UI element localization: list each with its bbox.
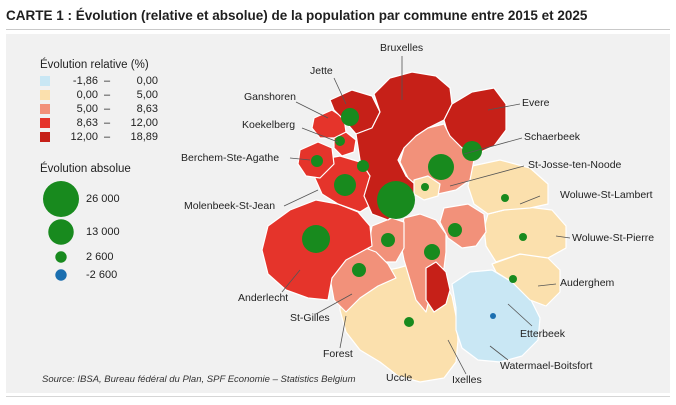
label-forest: Forest <box>323 348 353 360</box>
circle-st-josse <box>421 183 429 191</box>
legend-class-dash: – <box>104 103 111 115</box>
legend-class-low: 0,00 <box>76 89 98 101</box>
circle-etterbeek <box>448 223 462 237</box>
legend-absolute-title: Évolution absolue <box>40 163 131 175</box>
circle-st-gilles <box>381 233 395 247</box>
circle-uccle <box>404 317 414 327</box>
label-ixelles: Ixelles <box>452 374 482 386</box>
label-koekelberg: Koekelberg <box>242 119 295 131</box>
legend-relative-title: Évolution relative (%) <box>40 59 149 71</box>
legend-swatch <box>40 118 50 128</box>
legend-swatch <box>40 76 50 86</box>
legend-class-dash: – <box>104 117 111 129</box>
circle-auderghem <box>509 275 517 283</box>
legend-class-low: 5,00 <box>76 103 98 115</box>
commune-bruxelles-south <box>425 261 451 313</box>
circle-schaerbeek <box>428 154 454 180</box>
circle-woluwe-st-pierre <box>519 233 527 241</box>
circle-berchem <box>311 155 323 167</box>
legend-class-low: 8,63 <box>76 117 98 129</box>
label-ganshoren: Ganshoren <box>244 91 296 103</box>
legend-circle <box>48 219 74 245</box>
label-woluwe-st-lambert: Woluwe-St-Lambert <box>560 189 653 201</box>
legend-circle-label: -2 600 <box>86 269 118 281</box>
legend-swatch <box>40 132 50 142</box>
label-uccle: Uccle <box>386 372 412 384</box>
title-divider <box>6 29 670 30</box>
absolute-evolution-circles <box>302 108 527 327</box>
circle-woluwe-st-lambert <box>501 194 509 202</box>
circle-jette <box>341 108 359 126</box>
legend-circle <box>55 269 67 281</box>
legend-circle-label: 2 600 <box>86 251 114 263</box>
label-bruxelles: Bruxelles <box>380 42 423 54</box>
map-title: CARTE 1 : Évolution (relative et absolue… <box>6 8 588 23</box>
legend-class-dash: – <box>104 75 111 87</box>
label-berchem: Berchem-Ste-Agathe <box>181 152 279 164</box>
commune-forest <box>329 245 397 313</box>
legend-class-high: 12,00 <box>130 117 158 129</box>
legend-circle <box>55 251 67 263</box>
circle-molenbeek <box>334 174 356 196</box>
legend-class-high: 5,00 <box>136 89 158 101</box>
source-note: Source: IBSA, Bureau fédéral du Plan, SP… <box>42 374 356 385</box>
circle-ganshoren <box>335 136 345 146</box>
label-st-josse: St-Josse-ten-Noode <box>528 159 622 171</box>
legend-class-low: 12,00 <box>70 131 98 143</box>
label-anderlecht: Anderlecht <box>238 292 288 304</box>
legend-class-dash: – <box>104 89 111 101</box>
legend-circle-label: 26 000 <box>86 193 120 205</box>
legend-class-high: 0,00 <box>136 75 158 87</box>
circle-ixelles <box>424 244 440 260</box>
label-evere: Evere <box>522 97 550 109</box>
legend-class-low: -1,86 <box>72 75 98 87</box>
circle-bruxelles <box>377 181 415 219</box>
label-watermael: Watermael-Boitsfort <box>500 360 592 372</box>
circle-watermael <box>490 313 496 319</box>
label-auderghem: Auderghem <box>560 277 615 289</box>
label-molenbeek: Molenbeek-St-Jean <box>184 200 275 212</box>
circle-koekelberg <box>357 160 369 172</box>
commune-ganshoren <box>311 109 347 139</box>
circle-anderlecht <box>302 225 330 253</box>
legend-swatch <box>40 90 50 100</box>
legend-swatch <box>40 104 50 114</box>
bottom-divider <box>6 396 670 397</box>
label-leader-lines <box>281 56 571 375</box>
legend-class-high: 8,63 <box>136 103 158 115</box>
legend-circle <box>43 181 79 217</box>
label-etterbeek: Etterbeek <box>520 328 566 340</box>
label-st-gilles: St-Gilles <box>290 312 330 324</box>
legend-circle-label: 13 000 <box>86 226 120 238</box>
label-jette: Jette <box>310 65 333 77</box>
circle-forest <box>352 263 366 277</box>
commune-etterbeek <box>439 203 487 249</box>
circle-evere <box>462 141 482 161</box>
label-schaerbeek: Schaerbeek <box>524 131 581 143</box>
label-woluwe-st-pierre: Woluwe-St-Pierre <box>572 232 654 244</box>
legend-class-high: 18,89 <box>130 131 158 143</box>
legend-class-dash: – <box>104 131 111 143</box>
